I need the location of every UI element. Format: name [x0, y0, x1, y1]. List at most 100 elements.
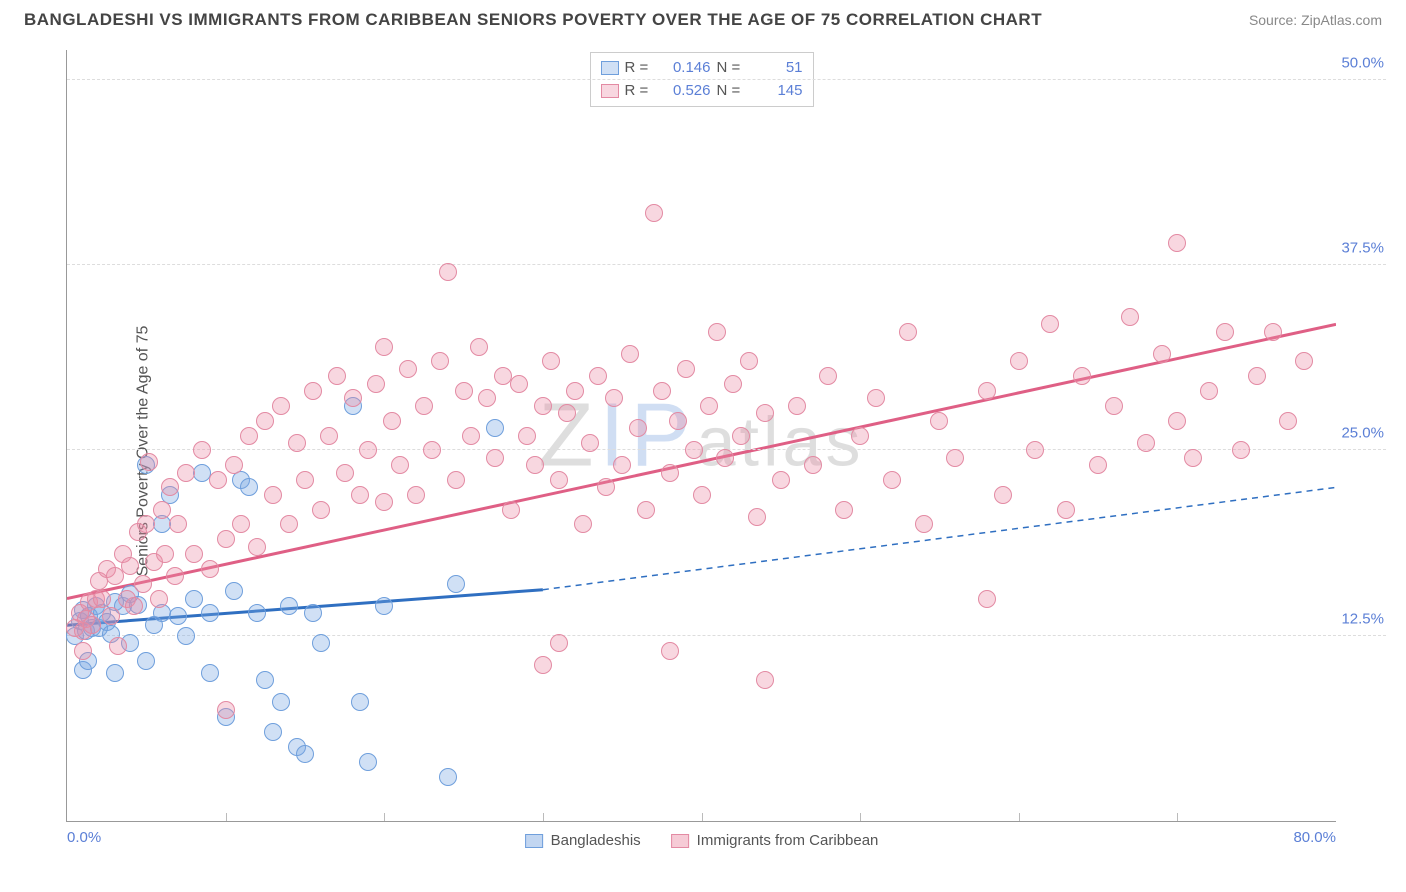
data-point: [502, 501, 520, 519]
data-point: [106, 567, 124, 585]
swatch-icon: [601, 84, 619, 98]
data-point: [899, 323, 917, 341]
data-point: [724, 375, 742, 393]
data-point: [788, 397, 806, 415]
data-point: [1026, 441, 1044, 459]
data-point: [455, 382, 473, 400]
data-point: [102, 607, 120, 625]
data-point: [883, 471, 901, 489]
data-point: [320, 427, 338, 445]
data-point: [256, 671, 274, 689]
data-point: [589, 367, 607, 385]
data-point: [1153, 345, 1171, 363]
data-point: [166, 567, 184, 585]
n-label: N =: [717, 80, 747, 103]
y-tick-label: 37.5%: [1341, 240, 1384, 257]
data-point: [1248, 367, 1266, 385]
data-point: [486, 449, 504, 467]
data-point: [1168, 412, 1186, 430]
data-point: [550, 634, 568, 652]
data-point: [407, 486, 425, 504]
data-point: [756, 404, 774, 422]
data-point: [185, 590, 203, 608]
legend-label-0: Bangladeshis: [551, 832, 641, 849]
data-point: [716, 449, 734, 467]
data-point: [256, 412, 274, 430]
data-point: [510, 375, 528, 393]
data-point: [367, 375, 385, 393]
gridline-h: [67, 264, 1386, 265]
data-point: [542, 352, 560, 370]
source-label: Source: ZipAtlas.com: [1249, 12, 1382, 28]
legend-row-0: R = 0.146 N = 51: [601, 57, 803, 80]
data-point: [272, 693, 290, 711]
data-point: [677, 360, 695, 378]
gridline-h: [67, 635, 1386, 636]
data-point: [177, 627, 195, 645]
gridline-v: [543, 813, 544, 821]
data-point: [526, 456, 544, 474]
data-point: [415, 397, 433, 415]
data-point: [272, 397, 290, 415]
data-point: [946, 449, 964, 467]
swatch-icon: [671, 834, 689, 848]
data-point: [312, 501, 330, 519]
data-point: [1137, 434, 1155, 452]
data-point: [1295, 352, 1313, 370]
r-label: R =: [625, 57, 655, 80]
data-point: [177, 464, 195, 482]
data-point: [558, 404, 576, 422]
data-point: [1279, 412, 1297, 430]
data-point: [169, 607, 187, 625]
gridline-v: [1177, 813, 1178, 821]
data-point: [399, 360, 417, 378]
data-point: [217, 530, 235, 548]
data-point: [994, 486, 1012, 504]
data-point: [669, 412, 687, 430]
data-point: [447, 471, 465, 489]
y-tick-label: 12.5%: [1341, 610, 1384, 627]
data-point: [851, 427, 869, 445]
data-point: [109, 637, 127, 655]
data-point: [125, 597, 143, 615]
data-point: [978, 382, 996, 400]
data-point: [161, 478, 179, 496]
data-point: [930, 412, 948, 430]
data-point: [605, 389, 623, 407]
data-point: [201, 604, 219, 622]
data-point: [534, 397, 552, 415]
chart-title: BANGLADESHI VS IMMIGRANTS FROM CARIBBEAN…: [24, 10, 1042, 30]
data-point: [140, 453, 158, 471]
data-point: [351, 693, 369, 711]
legend-item-1: Immigrants from Caribbean: [671, 832, 879, 849]
data-point: [486, 419, 504, 437]
data-point: [653, 382, 671, 400]
data-point: [121, 557, 139, 575]
data-point: [915, 515, 933, 533]
data-point: [550, 471, 568, 489]
plot-region: ZIPatlas R = 0.146 N = 51 R = 0.526 N = …: [66, 50, 1336, 822]
data-point: [613, 456, 631, 474]
data-point: [328, 367, 346, 385]
n-value-1: 145: [753, 80, 803, 103]
data-point: [740, 352, 758, 370]
data-point: [137, 652, 155, 670]
data-point: [637, 501, 655, 519]
data-point: [439, 768, 457, 786]
data-point: [597, 478, 615, 496]
data-point: [296, 745, 314, 763]
data-point: [431, 352, 449, 370]
data-point: [708, 323, 726, 341]
data-point: [1200, 382, 1218, 400]
data-point: [106, 664, 124, 682]
data-point: [661, 642, 679, 660]
data-point: [288, 434, 306, 452]
data-point: [867, 389, 885, 407]
r-value-0: 0.146: [661, 57, 711, 80]
gridline-v: [1019, 813, 1020, 821]
data-point: [566, 382, 584, 400]
data-point: [248, 538, 266, 556]
data-point: [137, 515, 155, 533]
data-point: [150, 590, 168, 608]
data-point: [1264, 323, 1282, 341]
